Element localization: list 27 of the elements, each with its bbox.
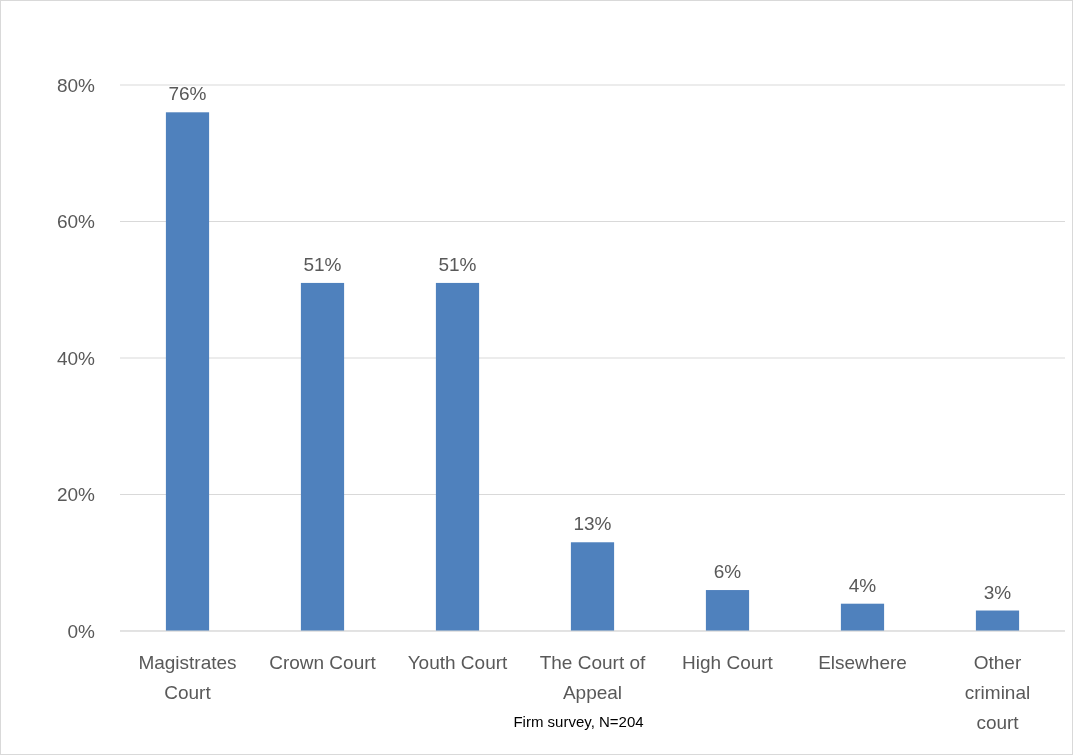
y-tick-label: 0% — [67, 620, 96, 642]
bar — [840, 603, 885, 631]
data-label: 3% — [983, 581, 1012, 603]
data-label: 76% — [168, 83, 207, 105]
bar — [975, 610, 1020, 631]
data-label: 51% — [303, 253, 342, 275]
data-label: 51% — [438, 253, 477, 275]
y-tick-label: 20% — [56, 484, 96, 506]
x-tick-label: Elsewhere — [818, 652, 907, 673]
bar — [300, 282, 345, 631]
x-tick-label: Crown Court — [269, 652, 377, 673]
y-tick-label: 60% — [56, 211, 96, 233]
bar — [705, 590, 750, 631]
bar — [165, 112, 210, 631]
data-label: 6% — [713, 561, 742, 583]
data-label: 13% — [573, 513, 612, 535]
x-tick-label: High Court — [682, 652, 774, 673]
x-tick-label: Magistrates Court — [138, 652, 237, 703]
y-tick-label: 80% — [56, 74, 96, 96]
text: Firm survey, N=204 — [513, 713, 644, 730]
data-label: 4% — [848, 574, 877, 596]
x-tick-label: Youth Court — [407, 652, 509, 673]
bar — [435, 282, 480, 631]
y-tick-label: 40% — [56, 347, 96, 369]
x-tick-label: The Court of Appeal — [539, 652, 647, 703]
bar — [570, 542, 615, 631]
x-tick-label: Other criminal court — [964, 652, 1031, 733]
